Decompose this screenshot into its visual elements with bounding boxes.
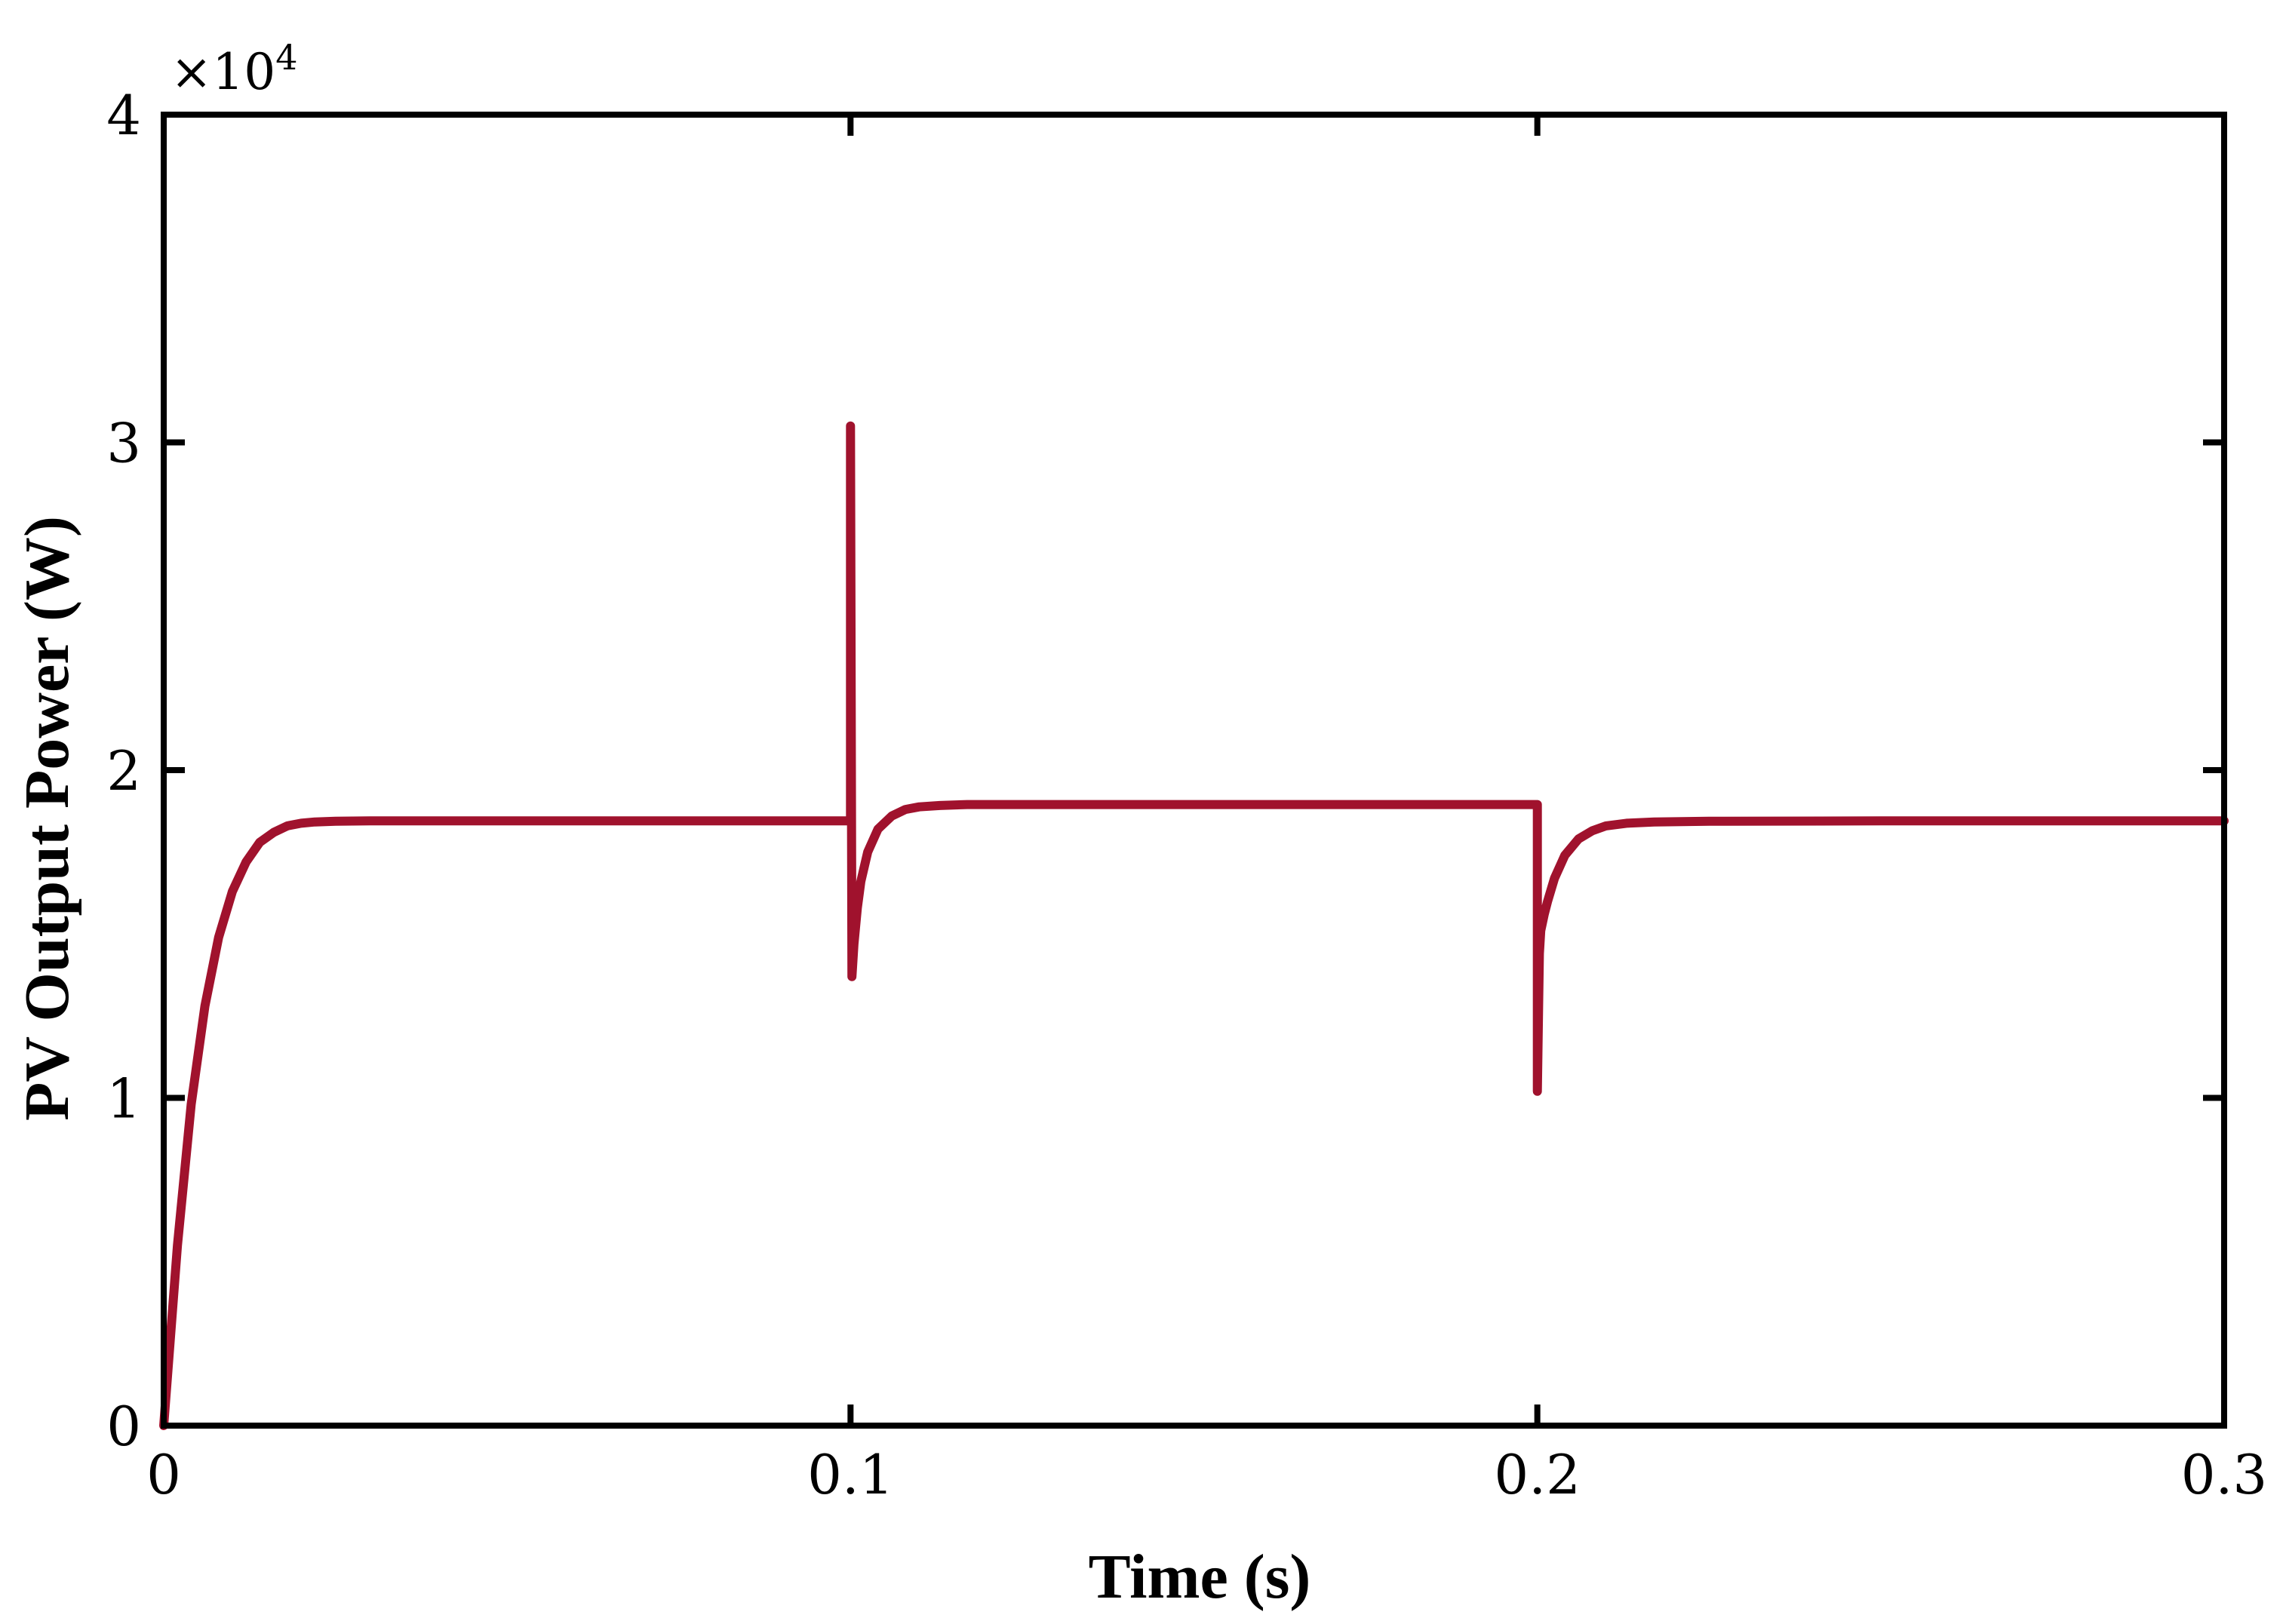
plot-frame: [161, 112, 2227, 1429]
series-line: [159, 421, 2229, 1430]
y-tick-label: 1: [106, 1067, 141, 1131]
x-tick-label: 0.3: [2181, 1443, 2268, 1506]
plot-series: [159, 421, 2229, 1430]
y-tick-label: 2: [106, 739, 141, 803]
x-tick-label: 0.2: [1494, 1443, 1581, 1506]
y-axis-ticks: 0 1 2 3 4: [106, 84, 2224, 1458]
y-axis-label: PV Output Power (W): [12, 516, 82, 1121]
x-tick-label: 0.1: [807, 1443, 894, 1506]
x-axis-label: Time (s): [1089, 1542, 1311, 1612]
x-tick-label: 0: [146, 1443, 181, 1506]
x-axis-ticks: 0 0.1 0.2 0.3: [146, 115, 2267, 1506]
y-tick-label: 4: [106, 84, 141, 147]
y-exponent-label: ×104: [171, 37, 298, 101]
y-exponent-base: ×10: [171, 43, 275, 101]
y-tick-label: 3: [106, 412, 141, 475]
y-tick-label: 0: [106, 1395, 141, 1458]
y-exponent-power: 4: [275, 37, 297, 78]
